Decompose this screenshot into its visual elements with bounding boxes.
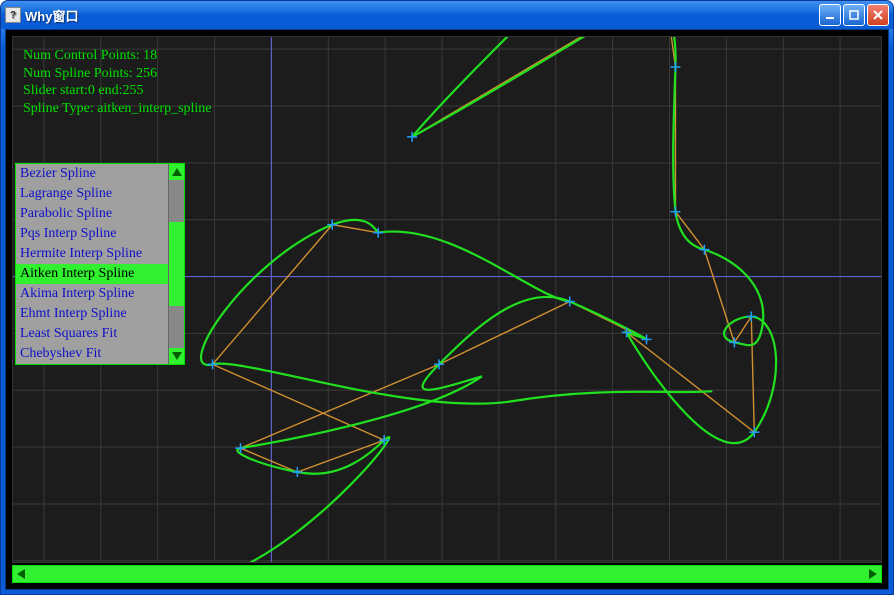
spline-type-item[interactable]: Lagrange Spline — [16, 184, 168, 204]
app-window: ? Why窗口 Num Control Points: 18 Num Splin… — [0, 0, 894, 595]
close-button[interactable] — [867, 4, 889, 26]
hud-line-spline-points: Num Spline Points: 256 — [23, 65, 212, 83]
horizontal-slider[interactable] — [12, 565, 882, 583]
spline-type-item[interactable]: Parabolic Spline — [16, 204, 168, 224]
minimize-button[interactable] — [819, 4, 841, 26]
spline-type-item[interactable]: Chebyshev Fit — [16, 344, 168, 364]
scroll-up-button[interactable] — [169, 164, 184, 180]
hud-line-slider: Slider start:0 end:255 — [23, 82, 212, 100]
titlebar[interactable]: ? Why窗口 — [1, 1, 893, 29]
scroll-thumb[interactable] — [169, 222, 184, 306]
slider-track[interactable] — [29, 566, 865, 582]
hud-line-control-points: Num Control Points: 18 — [23, 47, 212, 65]
slider-right-button[interactable] — [865, 566, 881, 582]
slider-thumb[interactable] — [29, 566, 865, 582]
maximize-button[interactable] — [843, 4, 865, 26]
chevron-up-icon — [172, 168, 182, 176]
spline-type-item[interactable]: Ehmt Interp Spline — [16, 304, 168, 324]
spline-type-items: Bezier SplineLagrange SplineParabolic Sp… — [16, 164, 168, 364]
scroll-track[interactable] — [169, 180, 184, 348]
spline-canvas[interactable]: Num Control Points: 18 Num Spline Points… — [12, 36, 882, 563]
hud-overlay: Num Control Points: 18 Num Spline Points… — [23, 47, 212, 117]
spline-type-item[interactable]: Bezier Spline — [16, 164, 168, 184]
window-title: Why窗口 — [25, 6, 819, 25]
client-area: Num Control Points: 18 Num Spline Points… — [5, 29, 889, 590]
window-controls — [819, 4, 889, 26]
spline-type-item[interactable]: Pqs Interp Spline — [16, 224, 168, 244]
chevron-right-icon — [869, 569, 877, 579]
slider-left-button[interactable] — [13, 566, 29, 582]
spline-type-item[interactable]: Hermite Interp Spline — [16, 244, 168, 264]
chevron-left-icon — [17, 569, 25, 579]
scroll-down-button[interactable] — [169, 348, 184, 364]
hud-line-spline-type: Spline Type: aitken_interp_spline — [23, 100, 212, 118]
spline-type-item[interactable]: Aitken Interp Spline — [16, 264, 168, 284]
chevron-down-icon — [172, 352, 182, 360]
app-icon: ? — [5, 7, 21, 23]
spline-type-item[interactable]: Akima Interp Spline — [16, 284, 168, 304]
spline-type-item[interactable]: Least Squares Fit — [16, 324, 168, 344]
spline-type-listbox[interactable]: Bezier SplineLagrange SplineParabolic Sp… — [15, 163, 185, 365]
listbox-scrollbar[interactable] — [168, 164, 184, 364]
